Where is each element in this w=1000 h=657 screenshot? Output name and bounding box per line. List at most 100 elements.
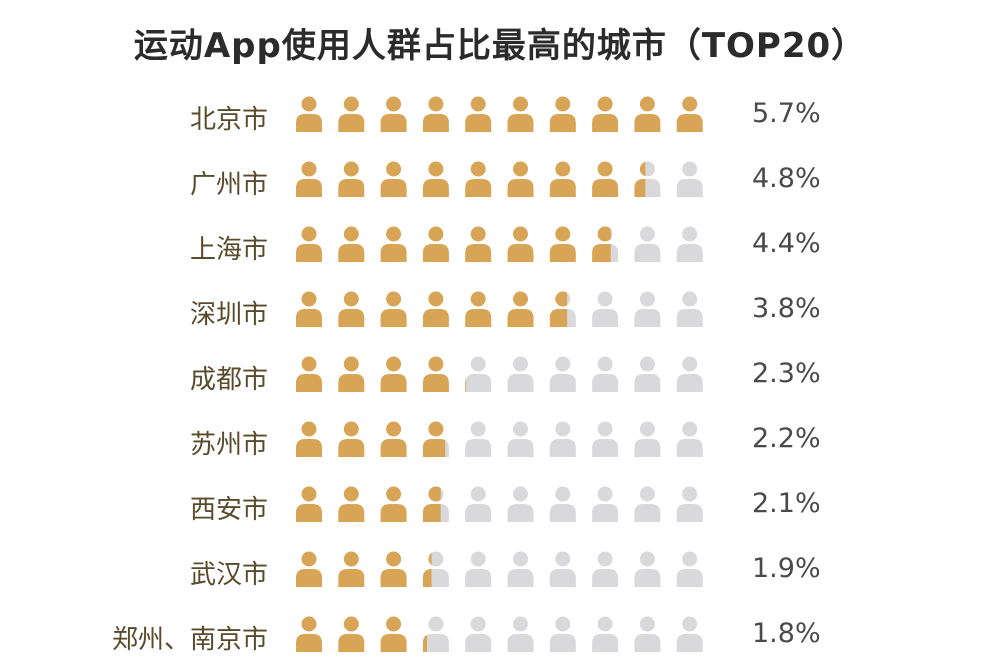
city-label: 广州市 <box>190 170 268 200</box>
city-label: 深圳市 <box>190 300 268 330</box>
person-icon <box>296 356 322 392</box>
person-icon <box>380 226 407 262</box>
city-label: 西安市 <box>190 495 268 525</box>
person-icon <box>380 421 407 457</box>
person-icon <box>676 161 703 197</box>
person-icon <box>592 486 619 522</box>
city-label: 苏州市 <box>190 430 268 460</box>
person-icon <box>549 291 576 327</box>
person-icon <box>592 226 619 262</box>
person-icon <box>422 616 449 652</box>
person-icon <box>507 421 534 457</box>
person-icon <box>465 551 492 587</box>
person-icon <box>507 551 534 587</box>
person-icon <box>507 616 534 652</box>
person-icon <box>296 551 322 587</box>
person-icon <box>296 226 322 262</box>
person-icon <box>338 486 365 522</box>
person-icon <box>338 291 365 327</box>
person-icon <box>592 291 619 327</box>
city-label: 武汉市 <box>190 560 268 590</box>
person-icon <box>422 356 449 392</box>
value-label: 4.4% <box>752 228 821 259</box>
person-icon <box>676 421 703 457</box>
person-icon <box>296 161 322 197</box>
person-icon <box>676 616 703 652</box>
person-icon <box>296 96 322 132</box>
person-icon <box>422 486 449 522</box>
person-icon <box>465 291 492 327</box>
person-icon <box>634 96 661 132</box>
person-icon <box>676 291 703 327</box>
person-icon <box>422 421 449 457</box>
person-icon <box>380 486 407 522</box>
person-icon <box>465 161 492 197</box>
person-icon <box>422 291 449 327</box>
person-icon <box>380 291 407 327</box>
person-icon <box>634 161 661 197</box>
person-icon <box>549 551 576 587</box>
person-icon <box>338 226 365 262</box>
value-label: 2.3% <box>752 358 821 389</box>
city-label: 上海市 <box>190 235 268 265</box>
person-icon <box>592 421 619 457</box>
person-icon <box>507 226 534 262</box>
person-icon <box>380 616 407 652</box>
value-label: 1.8% <box>752 618 821 649</box>
person-icon <box>592 356 619 392</box>
person-icon <box>296 486 322 522</box>
person-icon <box>549 226 576 262</box>
city-label: 北京市 <box>190 105 268 135</box>
person-icon <box>549 96 576 132</box>
value-label: 2.1% <box>752 488 821 519</box>
person-icon <box>296 421 322 457</box>
person-icon <box>465 226 492 262</box>
person-icon <box>549 161 576 197</box>
person-icon <box>422 161 449 197</box>
person-icon <box>338 96 365 132</box>
value-label: 1.9% <box>752 553 821 584</box>
person-icon <box>676 486 703 522</box>
person-icon <box>338 356 365 392</box>
person-icon <box>465 616 492 652</box>
value-label: 3.8% <box>752 293 821 324</box>
person-icon <box>634 226 661 262</box>
person-icon <box>507 486 534 522</box>
person-icon <box>676 356 703 392</box>
person-icon <box>592 616 619 652</box>
person-icon <box>634 421 661 457</box>
value-label: 4.8% <box>752 163 821 194</box>
person-icon <box>338 421 365 457</box>
person-icon <box>380 96 407 132</box>
person-icon <box>296 616 322 652</box>
person-icon <box>676 551 703 587</box>
person-icon <box>422 96 449 132</box>
person-icon <box>634 486 661 522</box>
person-icon <box>634 551 661 587</box>
value-label: 5.7% <box>752 98 821 129</box>
person-icon <box>592 96 619 132</box>
person-icon <box>380 161 407 197</box>
city-label: 成都市 <box>190 365 268 395</box>
person-icon <box>507 356 534 392</box>
person-icon <box>338 551 365 587</box>
person-icon <box>465 421 492 457</box>
person-icon <box>507 96 534 132</box>
person-icon <box>338 161 365 197</box>
person-icon <box>549 616 576 652</box>
city-label: 郑州、南京市 <box>112 625 268 655</box>
person-icon <box>676 96 703 132</box>
person-icon <box>380 551 407 587</box>
person-icon <box>380 356 407 392</box>
person-icon <box>634 291 661 327</box>
person-icon <box>549 356 576 392</box>
person-icon <box>592 161 619 197</box>
person-icon <box>422 551 449 587</box>
person-icon <box>549 486 576 522</box>
chart-title: 运动App使用人群占比最高的城市（TOP20） <box>133 26 867 66</box>
person-icon <box>338 616 365 652</box>
person-icon <box>296 291 322 327</box>
person-icon <box>676 226 703 262</box>
person-icon <box>634 616 661 652</box>
